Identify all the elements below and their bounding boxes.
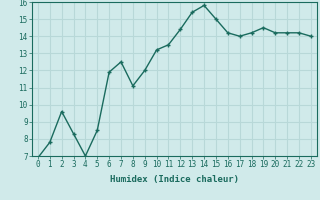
X-axis label: Humidex (Indice chaleur): Humidex (Indice chaleur) — [110, 175, 239, 184]
